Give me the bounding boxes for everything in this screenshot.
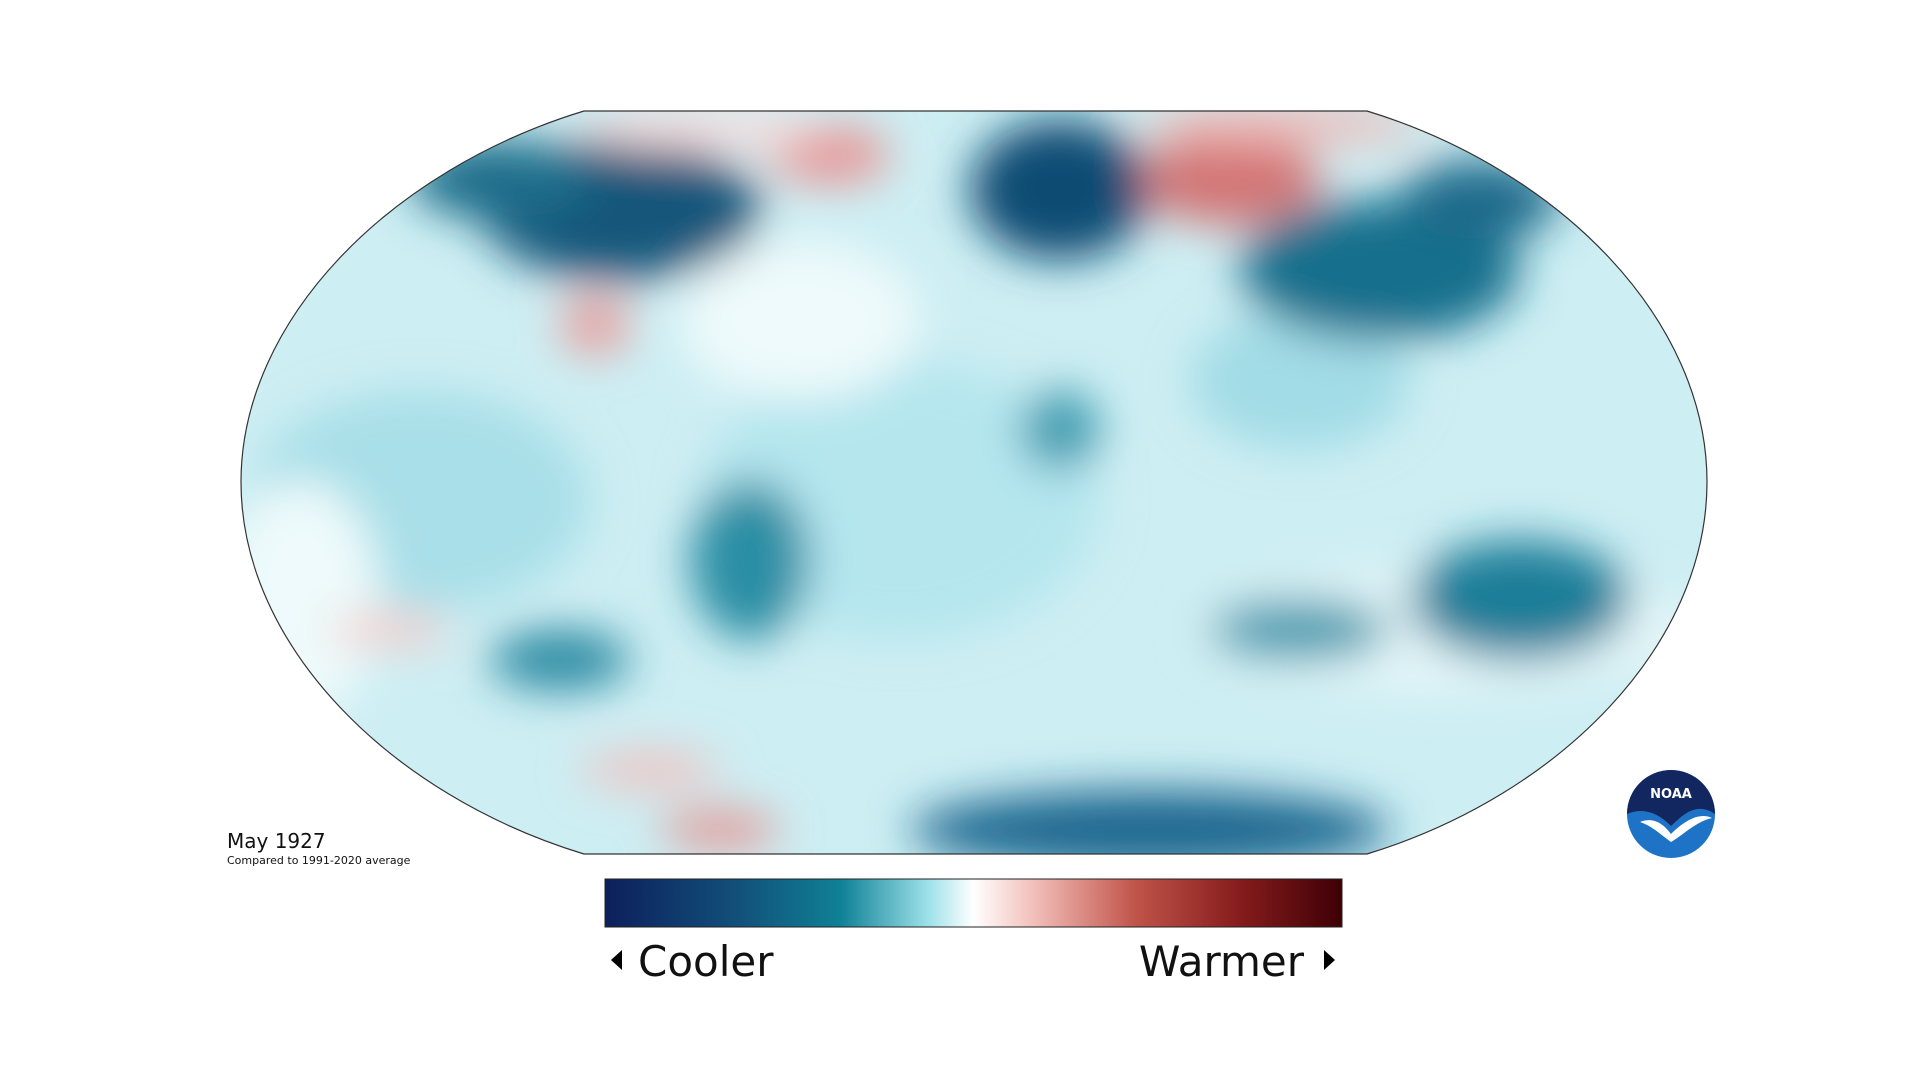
legend-high: Warmer: [1139, 937, 1305, 986]
color-scale: [604, 878, 1343, 928]
arrow-right: [1324, 950, 1335, 970]
anomaly-map: [241, 111, 1707, 854]
logo-text: NOAA: [1650, 787, 1692, 802]
noaa-logo: NOAA: [1627, 770, 1715, 858]
map-outline: [240, 110, 1708, 855]
arrow-left: [611, 950, 622, 970]
map-title: May 1927: [227, 829, 326, 853]
map-subtitle: Compared to 1991-2020 average: [227, 854, 411, 867]
legend-low: Cooler: [638, 937, 774, 986]
